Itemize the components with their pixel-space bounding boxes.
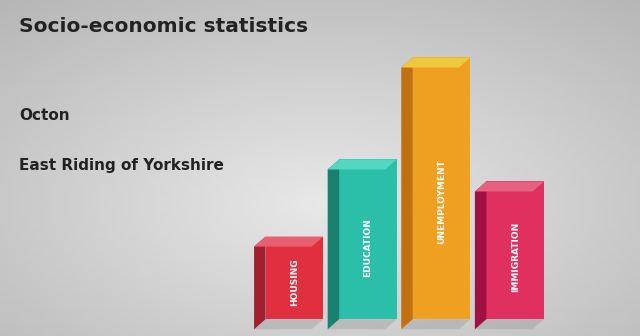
Polygon shape xyxy=(328,159,397,169)
Text: HOUSING: HOUSING xyxy=(290,258,299,306)
Polygon shape xyxy=(339,159,397,319)
Text: Octon: Octon xyxy=(19,108,70,123)
Text: EDUCATION: EDUCATION xyxy=(364,218,372,277)
Polygon shape xyxy=(486,181,544,319)
Polygon shape xyxy=(401,57,413,329)
Polygon shape xyxy=(254,237,323,247)
Polygon shape xyxy=(401,57,470,68)
Polygon shape xyxy=(413,57,470,319)
Text: East Riding of Yorkshire: East Riding of Yorkshire xyxy=(19,158,224,173)
Polygon shape xyxy=(401,319,470,329)
Polygon shape xyxy=(475,181,544,192)
Polygon shape xyxy=(266,237,323,319)
Polygon shape xyxy=(475,181,486,329)
Polygon shape xyxy=(254,237,266,329)
Polygon shape xyxy=(328,159,339,329)
Polygon shape xyxy=(254,319,323,329)
Text: Socio-economic statistics: Socio-economic statistics xyxy=(19,17,308,36)
Text: IMMIGRATION: IMMIGRATION xyxy=(511,222,520,292)
Text: UNEMPLOYMENT: UNEMPLOYMENT xyxy=(437,159,446,244)
Polygon shape xyxy=(475,319,544,329)
Polygon shape xyxy=(328,319,397,329)
